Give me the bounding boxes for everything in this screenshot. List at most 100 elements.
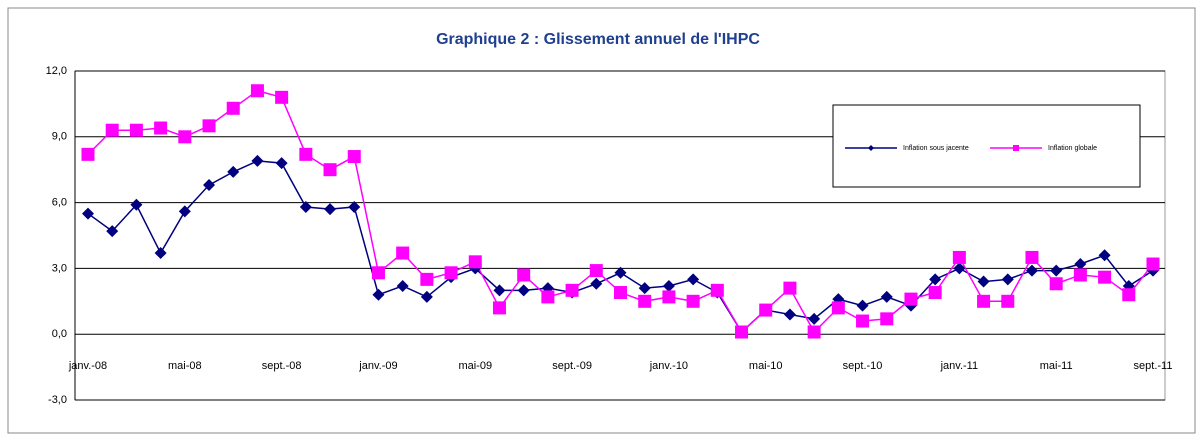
marker	[1001, 294, 1015, 308]
marker	[1025, 264, 1038, 277]
marker	[807, 325, 821, 339]
legend-label: Inflation globale	[1048, 145, 1097, 152]
marker	[396, 279, 409, 292]
marker	[299, 147, 313, 161]
marker	[324, 203, 337, 216]
marker	[808, 312, 821, 325]
marker	[493, 284, 506, 297]
marker	[710, 283, 724, 297]
marker	[614, 266, 627, 279]
marker	[1001, 273, 1014, 286]
marker	[953, 262, 966, 275]
marker	[686, 294, 700, 308]
marker	[1098, 249, 1111, 262]
marker	[687, 273, 700, 286]
marker	[1025, 250, 1039, 264]
marker	[299, 200, 312, 213]
marker	[154, 121, 168, 135]
marker	[735, 325, 749, 339]
marker	[904, 292, 918, 306]
marker	[662, 290, 676, 304]
marker	[517, 284, 530, 297]
x-tick-label: sept.-09	[552, 360, 592, 372]
y-tick-label: 6,0	[52, 197, 67, 209]
x-tick-label: sept.-11	[1134, 360, 1173, 372]
marker	[227, 165, 240, 178]
marker	[275, 157, 288, 170]
marker	[590, 277, 603, 290]
marker	[444, 266, 458, 280]
x-tick-label: mai-09	[458, 360, 492, 372]
marker	[396, 246, 410, 260]
marker	[82, 207, 94, 220]
marker	[154, 247, 167, 260]
y-tick-label: 3,0	[52, 262, 67, 274]
x-tick-label: mai-08	[168, 360, 202, 372]
marker	[880, 312, 894, 326]
marker	[759, 303, 773, 317]
marker	[638, 294, 652, 308]
marker	[348, 200, 361, 213]
x-tick-label: sept.-10	[843, 360, 883, 372]
marker	[468, 255, 482, 269]
marker	[106, 225, 119, 238]
marker	[952, 250, 966, 264]
x-tick-label: sept.-08	[262, 360, 302, 372]
y-tick-label: 12,0	[46, 65, 67, 77]
x-tick-label: janv.-08	[68, 360, 107, 372]
marker	[928, 286, 942, 300]
y-tick-label: 0,0	[52, 328, 67, 340]
marker	[105, 123, 119, 137]
x-tick-label: janv.-10	[649, 360, 688, 372]
marker	[880, 290, 893, 303]
marker	[1146, 257, 1160, 271]
marker	[275, 90, 289, 104]
marker	[614, 286, 627, 300]
x-tick-label: janv.-09	[358, 360, 397, 372]
marker	[977, 275, 990, 288]
marker	[202, 119, 216, 133]
marker	[783, 281, 797, 295]
marker	[81, 147, 95, 161]
x-tick-label: mai-10	[749, 360, 783, 372]
marker	[589, 264, 603, 278]
marker	[517, 268, 531, 282]
y-tick-label: -3,0	[48, 394, 67, 406]
marker	[1122, 288, 1136, 302]
marker	[226, 101, 240, 115]
marker	[1049, 277, 1063, 291]
marker	[565, 283, 579, 297]
legend-marker	[1013, 145, 1019, 151]
marker	[783, 308, 796, 321]
marker	[130, 198, 143, 211]
marker	[856, 314, 870, 328]
chart-title: Graphique 2 : Glissement annuel de l'IHP…	[436, 31, 760, 48]
marker	[129, 123, 143, 137]
marker	[250, 84, 264, 98]
marker	[1098, 270, 1112, 284]
marker	[420, 272, 434, 286]
marker	[541, 290, 555, 304]
marker	[203, 179, 216, 192]
marker	[662, 279, 675, 292]
marker	[1073, 268, 1087, 282]
marker	[372, 288, 385, 301]
marker	[492, 301, 506, 315]
marker	[178, 205, 191, 218]
legend-marker	[868, 145, 874, 151]
legend-label: Inflation sous jacente	[903, 145, 969, 152]
marker	[251, 154, 264, 167]
marker	[420, 290, 433, 303]
marker	[831, 301, 845, 315]
marker	[323, 163, 337, 177]
marker	[1050, 264, 1063, 277]
x-tick-label: janv.-11	[940, 360, 979, 372]
marker	[178, 130, 192, 144]
marker	[929, 273, 942, 286]
marker	[977, 294, 991, 308]
x-tick-label: mai-11	[1040, 360, 1073, 372]
y-tick-label: 9,0	[52, 131, 67, 143]
marker	[856, 299, 869, 312]
